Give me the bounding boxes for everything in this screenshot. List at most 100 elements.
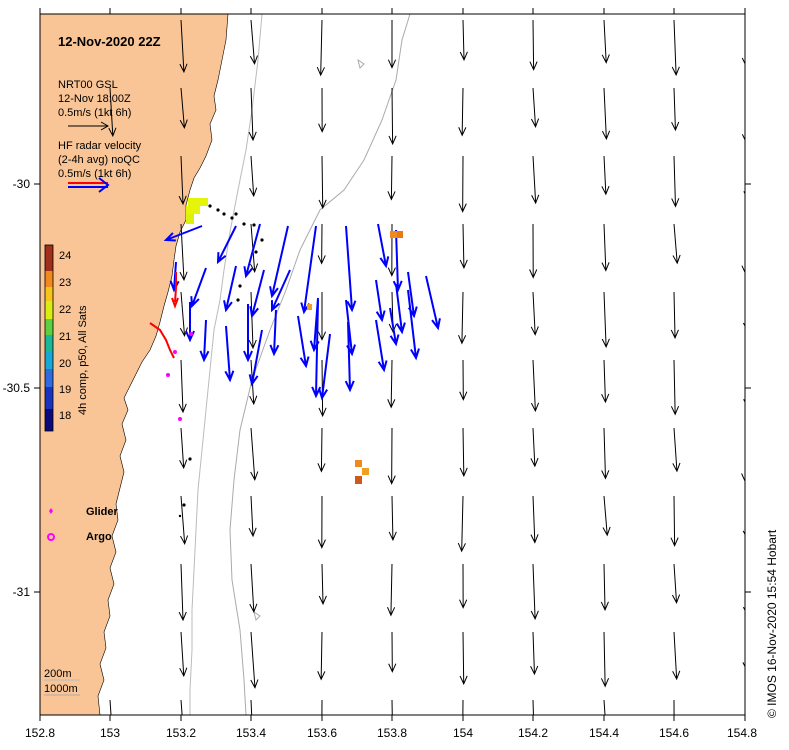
model-arrow (249, 563, 258, 614)
depth-legend: 200m 1000m (44, 668, 80, 696)
model-arrow (670, 495, 679, 547)
contour-200m (189, 14, 263, 715)
colorbar-tick: 24 (59, 250, 71, 262)
radar-arrow (377, 223, 390, 269)
drifter-track-head (171, 297, 179, 309)
colorbar-tick: 22 (59, 304, 71, 316)
model-arrow (601, 223, 610, 272)
radar-arrow (216, 225, 237, 265)
model-arrow (180, 699, 183, 715)
radar-arrow (392, 229, 403, 293)
svg-text:Glider: Glider (86, 506, 119, 518)
x-tick-label: 154 (453, 726, 473, 740)
contour-1000m (229, 14, 411, 715)
model-arrow (741, 224, 745, 274)
model-arrow (318, 155, 327, 210)
model-arrow (741, 88, 745, 142)
model-arrow (459, 631, 468, 686)
model-arrow (248, 291, 257, 350)
model-arrow (249, 19, 258, 65)
model-arrow (741, 428, 745, 483)
radar-arrow (248, 329, 263, 387)
model-arrow (179, 631, 188, 678)
radar-arrow (407, 289, 420, 361)
model-arrow (250, 427, 259, 481)
model-arrow (387, 155, 396, 201)
y-tick-label: -30 (13, 177, 31, 191)
model-arrow (529, 223, 538, 279)
model-arrow (179, 427, 188, 470)
model-arrow (672, 427, 681, 473)
x-tick-label: 153.2 (166, 726, 196, 740)
svg-text:HF radar velocity: HF radar velocity (58, 140, 142, 152)
model-arrow (318, 563, 327, 606)
axis-ticks (34, 8, 751, 721)
model-arrow (601, 155, 610, 196)
model-arrow (179, 87, 188, 130)
x-tick-label: 154.2 (518, 726, 548, 740)
radar-arrow (344, 321, 355, 393)
radar-arrow (389, 307, 400, 347)
model-arrow (387, 563, 396, 617)
model-arrow (459, 563, 468, 609)
radar-arrow (395, 283, 406, 335)
glider-legend: Glider (49, 506, 119, 518)
model-arrow (388, 631, 397, 673)
model-arrow (673, 699, 675, 715)
model-arrow (530, 87, 540, 128)
model-arrow (600, 631, 610, 688)
model-arrow (459, 427, 468, 478)
model-arrow (530, 631, 539, 676)
radar-arrows (163, 223, 441, 401)
x-tick-label: 153.6 (307, 726, 337, 740)
radar-arrow (297, 315, 310, 369)
model-arrow (671, 19, 680, 77)
model-arrow (317, 223, 326, 265)
model-arrow (179, 19, 188, 74)
model-arrow (530, 359, 540, 413)
model-arrow (670, 359, 680, 416)
model-arrow (457, 495, 466, 553)
x-tick-label: 153.8 (377, 726, 407, 740)
model-arrow (387, 427, 396, 485)
radar-arrow (269, 309, 280, 357)
model-arrow (109, 699, 112, 715)
x-tick-label: 152.8 (25, 726, 55, 740)
x-tick-label: 154.6 (659, 726, 689, 740)
model-arrow (671, 155, 680, 208)
svg-text:200m: 200m (44, 668, 72, 680)
radar-arrow (243, 223, 261, 279)
model-arrow (317, 495, 326, 549)
radar-arrow (223, 265, 237, 313)
colorbar-tick: 23 (59, 277, 71, 289)
model-arrow (248, 495, 257, 538)
radar-arrow (318, 333, 331, 401)
radar-arrow (249, 269, 265, 319)
model-arrow (601, 19, 610, 64)
svg-text:(2-4h avg) noQC: (2-4h avg) noQC (58, 154, 140, 166)
y-tick-label: -30.5 (3, 381, 31, 395)
model-arrow (318, 87, 327, 133)
model-arrow (458, 155, 467, 213)
model-arrow (530, 495, 539, 544)
drifter-track (149, 272, 177, 359)
x-tick-label: 153 (100, 726, 120, 740)
glider-points (166, 332, 193, 421)
model-arrow (250, 631, 259, 689)
model-arrow (671, 87, 680, 132)
model-arrow (530, 291, 539, 336)
model-arrow (459, 19, 468, 62)
radar-arrow (224, 325, 235, 383)
model-arrow (601, 427, 610, 480)
radar-arrow (425, 275, 441, 331)
model-arrow (180, 495, 189, 545)
model-arrow (317, 291, 327, 341)
model-arrow (387, 359, 396, 409)
colorbar-label: 4h comp, p50, All Sats (77, 305, 89, 415)
colorbar-tick: 19 (59, 384, 71, 396)
svg-text:12-Nov 18:00Z: 12-Nov 18:00Z (58, 93, 131, 105)
model-arrow (603, 699, 606, 715)
model-arrow (601, 87, 611, 141)
model-arrow (178, 155, 187, 206)
